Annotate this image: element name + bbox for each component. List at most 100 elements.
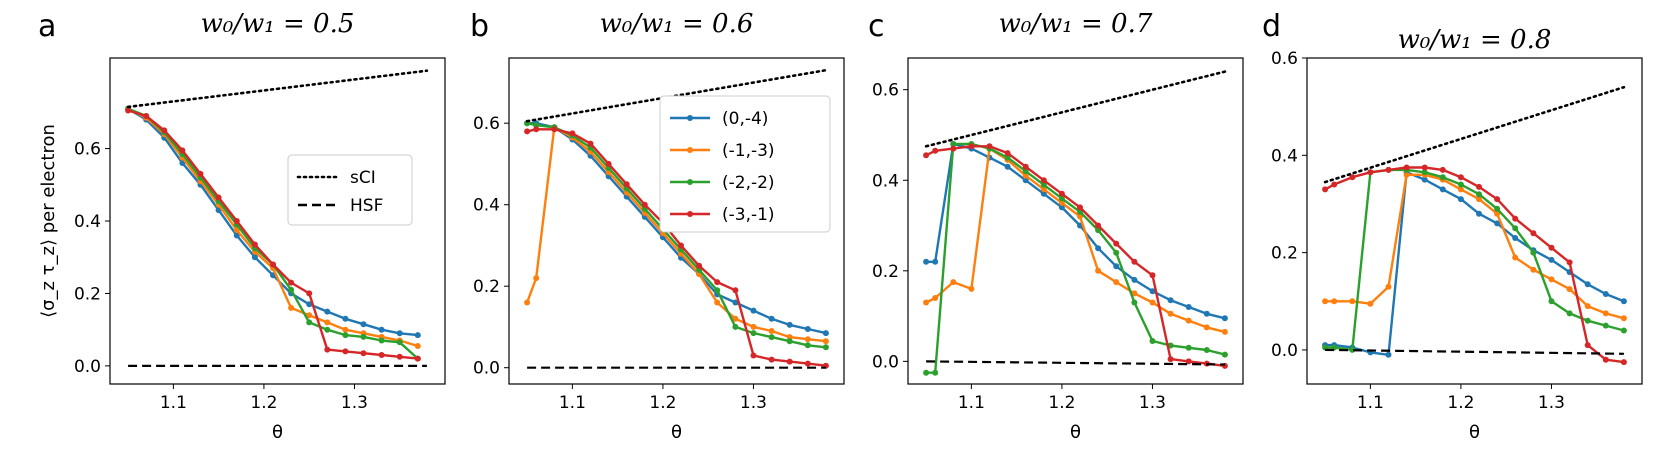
y-tick-label: 0.0	[1271, 341, 1298, 361]
data-point	[396, 339, 403, 346]
data-point	[1131, 258, 1138, 265]
data-point	[1022, 172, 1029, 179]
panel-title: w₀/w₁ = 0.8	[1398, 25, 1552, 55]
data-point	[1185, 344, 1192, 351]
panel-letter: b	[470, 9, 489, 44]
data-point	[288, 279, 295, 286]
data-point	[1113, 263, 1120, 270]
series-line-(-2,-2)	[526, 122, 827, 349]
data-point	[750, 352, 757, 359]
data-point	[161, 127, 168, 134]
data-point	[1620, 298, 1627, 305]
data-point	[1584, 303, 1591, 310]
data-point	[768, 328, 775, 334]
data-point	[1040, 181, 1047, 188]
data-point	[1512, 254, 1519, 261]
data-point	[678, 242, 684, 249]
data-point	[1457, 186, 1464, 193]
data-point	[1058, 199, 1065, 206]
data-point	[786, 358, 793, 365]
data-point	[1149, 338, 1156, 344]
data-point	[1131, 299, 1138, 306]
data-point	[1221, 351, 1228, 358]
data-point	[1584, 342, 1591, 349]
data-point	[950, 145, 957, 152]
data-point	[804, 360, 811, 367]
data-point	[1185, 317, 1192, 324]
data-point	[1058, 204, 1065, 211]
data-point	[1203, 310, 1210, 317]
data-point	[1004, 154, 1011, 161]
data-point	[932, 369, 939, 376]
data-point	[1548, 298, 1555, 305]
series-line-(0,-4)	[1325, 171, 1625, 356]
data-point	[714, 287, 721, 294]
series-line-(-1,-3)	[127, 107, 419, 348]
data-point	[1167, 297, 1174, 304]
data-point	[1620, 315, 1627, 322]
data-point	[1022, 163, 1029, 170]
data-point	[1403, 164, 1410, 171]
x-tick-label: 1.1	[559, 393, 586, 413]
data-point	[714, 299, 721, 306]
data-point	[1203, 324, 1210, 331]
data-point	[1385, 351, 1392, 358]
data-point	[288, 286, 295, 293]
data-point	[1530, 230, 1537, 237]
data-point	[342, 315, 349, 322]
data-point	[732, 315, 739, 322]
series-line-(-3,-1)	[925, 145, 1226, 368]
y-tick-label: 0.2	[1271, 244, 1298, 264]
legend-marker	[687, 211, 693, 217]
data-point	[768, 315, 775, 322]
data-point	[251, 254, 258, 261]
x-axis-label: θ	[1070, 422, 1081, 443]
data-point	[605, 160, 612, 167]
data-point	[1385, 283, 1392, 290]
data-point	[1331, 298, 1338, 305]
data-point	[396, 330, 403, 337]
data-point	[750, 323, 757, 330]
data-point	[414, 332, 421, 339]
data-point	[1385, 166, 1392, 173]
data-point	[1004, 150, 1011, 157]
series-line-(0,-4)	[527, 121, 827, 335]
x-tick-label: 1.2	[1048, 393, 1075, 413]
data-point	[1494, 220, 1501, 227]
x-tick-label: 1.3	[1139, 393, 1166, 413]
data-point	[1040, 177, 1047, 184]
data-point	[1203, 347, 1210, 353]
data-point	[1131, 276, 1138, 283]
data-point	[1095, 267, 1102, 274]
data-point	[1476, 196, 1482, 203]
data-point	[533, 126, 540, 133]
data-point	[804, 326, 811, 332]
data-point	[1457, 181, 1464, 188]
y-tick-label: 0.2	[872, 262, 899, 282]
data-point	[732, 287, 739, 294]
x-tick-label: 1.1	[958, 393, 985, 413]
panel-letter: d	[1262, 9, 1281, 44]
data-point	[1512, 225, 1519, 232]
data-point	[768, 334, 775, 341]
series-line-sCI	[1323, 85, 1626, 184]
data-point	[342, 332, 349, 339]
data-point	[1620, 327, 1627, 334]
data-point	[1602, 322, 1609, 329]
series-line-sCI	[126, 69, 429, 109]
data-point	[1167, 310, 1174, 317]
legend-box	[287, 154, 413, 226]
data-point	[822, 344, 829, 351]
data-point	[923, 299, 930, 306]
data-point	[1113, 249, 1120, 256]
data-point	[306, 290, 313, 297]
y-tick-label: 0.0	[872, 352, 899, 372]
y-tick-label: 0.2	[74, 284, 101, 304]
y-tick-label: 0.6	[1271, 49, 1298, 69]
data-point	[1548, 276, 1555, 283]
data-point	[1512, 215, 1519, 222]
data-point	[923, 152, 930, 159]
data-point	[1548, 256, 1555, 263]
x-axis-label: θ	[272, 422, 283, 443]
data-point	[179, 147, 186, 154]
